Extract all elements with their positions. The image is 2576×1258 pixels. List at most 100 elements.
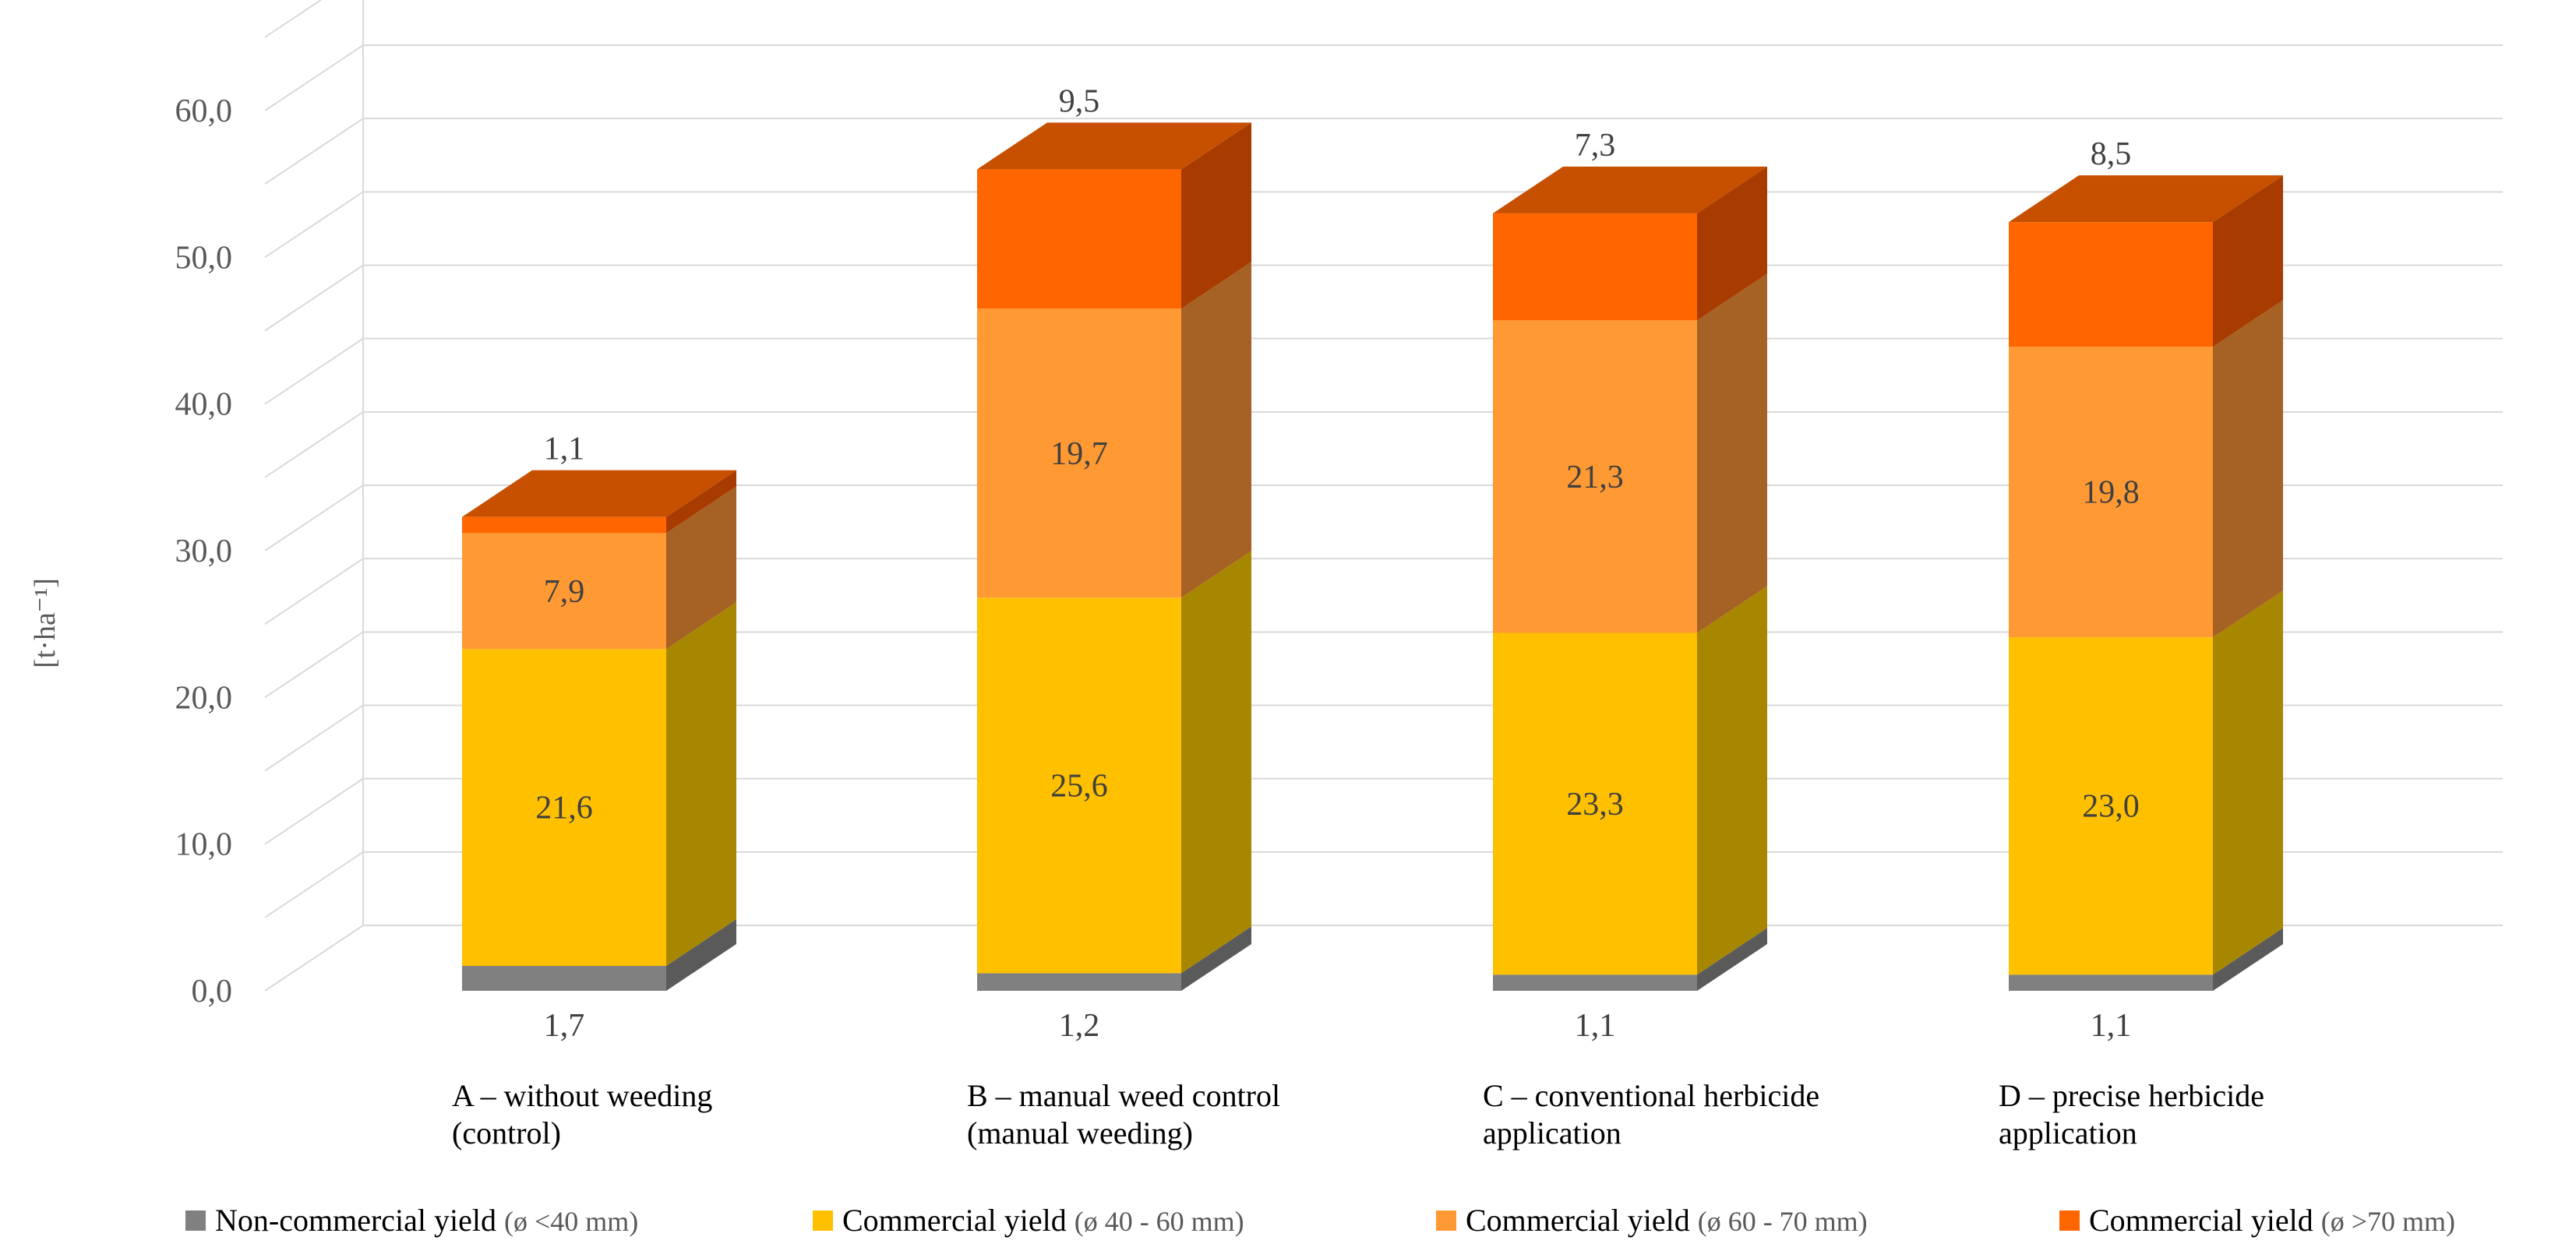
legend-label: Commercial yield (ø 40 - 60 mm): [842, 1203, 1244, 1238]
category-label: B – manual weed control (manual weeding): [967, 1078, 1280, 1151]
bar-segment-side: [1697, 928, 1767, 991]
gridline: [264, 44, 2503, 111]
bar-segment-front: [462, 516, 666, 534]
bar-segment-side: [1697, 586, 1767, 975]
y-axis: 0,0 10,0 20,0 30,0 40,0 50,0 60,0: [175, 93, 233, 1010]
y-tick-label: 10,0: [175, 827, 233, 863]
legend-swatch: [1436, 1210, 1456, 1231]
bar-stack: 1,1 23,3 21,3 7,3: [1493, 128, 1767, 1044]
bar-segment-side: [1697, 166, 1767, 321]
bar-segment-side: [2213, 175, 2283, 347]
gridline: [264, 191, 2503, 259]
legend-swatch: [813, 1210, 833, 1231]
bar-segment-side: [1181, 926, 1251, 991]
gridline: [264, 485, 2503, 551]
bar-segment-front: [462, 533, 666, 650]
data-label: 19,7: [1050, 436, 1108, 472]
bars: 1,7 21,6 7,9 1,1 1,2 25,6 19,7 9,5 1,1 23,3 21,3 7,…: [462, 83, 2283, 1044]
category-labels: A – without weeding (control) B – manual w…: [452, 1078, 2264, 1151]
data-label: 1,1: [544, 432, 585, 467]
y-tick-label: 20,0: [175, 680, 233, 716]
data-label: 7,3: [1575, 128, 1616, 164]
bar-segment-side: [666, 486, 736, 650]
data-label: 21,3: [1566, 460, 1624, 495]
bar-top: [1493, 166, 1767, 213]
legend-item: Commercial yield (ø >70 mm): [2059, 1203, 2455, 1238]
gridline: [264, 631, 2503, 699]
legend: Non-commercial yield (ø <40 mm) Commercia…: [185, 1203, 2455, 1238]
bar-segment-front: [462, 965, 666, 991]
bar-segment-side: [1181, 551, 1251, 974]
bar-segment-side: [2213, 300, 2283, 638]
data-label: 21,6: [535, 791, 593, 826]
bar-segment-front: [977, 169, 1181, 309]
category-label: A – without weeding (control): [452, 1078, 712, 1151]
legend-item: Commercial yield (ø 40 - 60 mm): [813, 1203, 1244, 1238]
bar-segment-front: [2009, 974, 2213, 991]
data-label: 1,1: [2091, 1008, 2132, 1044]
gridline: [264, 264, 2503, 332]
bar-segment-front: [977, 597, 1181, 974]
legend-swatch: [2059, 1210, 2080, 1231]
category-label: D – precise herbicide application: [1999, 1078, 2264, 1151]
y-tick-label: 0,0: [192, 974, 233, 1010]
legend-item: Commercial yield (ø 60 - 70 mm): [1436, 1203, 1868, 1238]
bar-segment-front: [1493, 213, 1697, 321]
bar-segment-front: [977, 308, 1181, 598]
gridline: [264, 777, 2503, 845]
bar-segment-side: [2213, 928, 2283, 991]
bar-stack: 1,7 21,6 7,9 1,1: [462, 432, 736, 1044]
bar-top: [462, 470, 736, 517]
bar-segment-front: [2009, 347, 2213, 638]
bar-segment-side: [2213, 590, 2283, 975]
bar-segment-front: [2009, 637, 2213, 975]
bar-segment-front: [1493, 974, 1697, 991]
legend-label: Commercial yield (ø >70 mm): [2089, 1203, 2455, 1238]
y-tick-label: 30,0: [175, 534, 233, 569]
legend-swatch: [185, 1210, 206, 1231]
gridline: [264, 0, 323, 38]
data-label: 25,6: [1050, 768, 1108, 804]
gridline: [264, 411, 2503, 478]
data-label: 1,7: [544, 1008, 585, 1044]
gridline: [264, 337, 2503, 405]
legend-item: Non-commercial yield (ø <40 mm): [185, 1203, 638, 1238]
gridline: [264, 558, 2503, 625]
gridline: [264, 118, 2503, 185]
gridline: [264, 925, 2503, 992]
bar-segment-front: [977, 973, 1181, 991]
data-label: 7,9: [544, 574, 585, 610]
bar-stack: 1,2 25,6 19,7 9,5: [977, 83, 1251, 1044]
y-tick-label: 40,0: [175, 387, 233, 423]
bar-segment-front: [2009, 222, 2213, 347]
data-label: 23,3: [1566, 787, 1624, 823]
category-label: C – conventional herbicide application: [1483, 1078, 1819, 1151]
bar-segment-side: [1697, 273, 1767, 633]
y-axis-label: [t·ha⁻¹]: [29, 578, 62, 668]
gridlines: [264, 0, 2503, 992]
bar-segment-side: [666, 918, 736, 991]
data-label: 23,0: [2082, 789, 2140, 825]
bar-segment-side: [666, 470, 736, 534]
bar-segment-front: [1493, 320, 1697, 633]
y-tick-label: 60,0: [175, 93, 233, 129]
legend-label: Commercial yield (ø 60 - 70 mm): [1466, 1203, 1868, 1238]
bar-segment-side: [666, 602, 736, 966]
data-label: 8,5: [2091, 136, 2132, 172]
bar-segment-front: [462, 649, 666, 966]
data-label: 1,1: [1575, 1008, 1616, 1044]
bar-top: [977, 122, 1251, 170]
bar-stack: 1,1 23,0 19,8 8,5: [2009, 136, 2283, 1044]
bar-segment-side: [1181, 122, 1251, 309]
data-label: 1,2: [1059, 1008, 1100, 1044]
bar-top: [2009, 175, 2283, 223]
bar-segment-side: [1181, 262, 1251, 598]
gridline: [264, 704, 2503, 772]
gridline: [264, 851, 2503, 918]
legend-label: Non-commercial yield (ø <40 mm): [215, 1203, 638, 1238]
data-label: 9,5: [1059, 83, 1100, 119]
y-tick-label: 50,0: [175, 240, 233, 276]
bar-segment-front: [1493, 633, 1697, 975]
data-label: 19,8: [2082, 475, 2140, 511]
